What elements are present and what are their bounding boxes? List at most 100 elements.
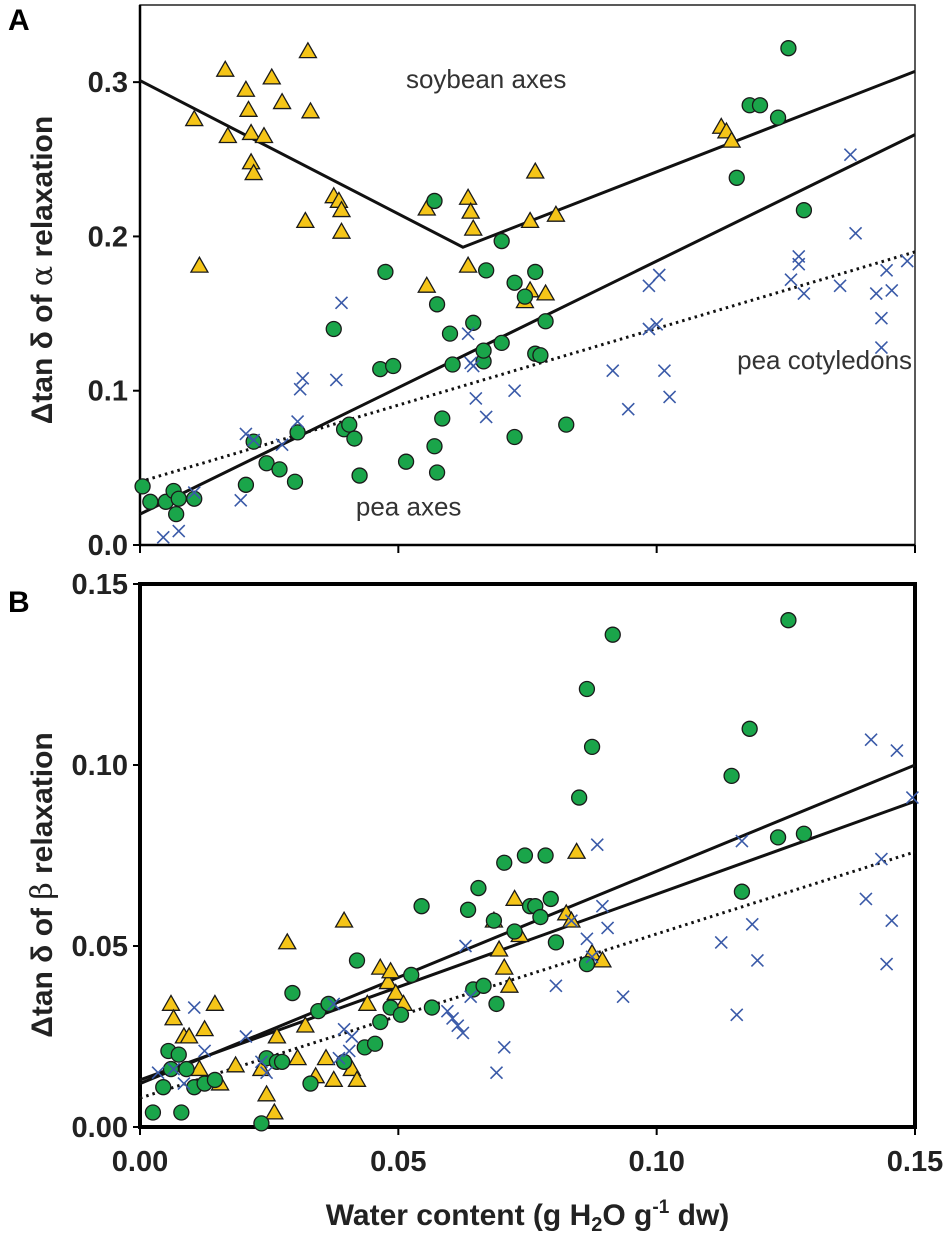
point-pea-cotyledons	[642, 322, 656, 336]
point-pea-axes	[527, 263, 544, 281]
point-pea-axes	[475, 342, 492, 359]
point-pea-axes	[271, 461, 288, 478]
point-pea-cotyledons	[885, 914, 899, 928]
point-soybean-axes	[520, 211, 540, 229]
point-soybean-axes	[370, 957, 390, 975]
point-soybean-axes	[287, 1048, 308, 1066]
point-soybean-axes	[189, 1059, 210, 1077]
point-pea-axes	[506, 428, 523, 446]
point-pea-axes	[493, 334, 510, 352]
point-pea-axes	[723, 767, 740, 785]
point-pea-axes	[488, 995, 505, 1013]
point-pea-cotyledons	[275, 438, 289, 452]
point-pea-cotyledons	[489, 1066, 504, 1080]
point-soybean-axes	[546, 205, 566, 222]
point-pea-axes	[428, 464, 446, 481]
point-pea-axes	[532, 347, 549, 364]
point-soybean-axes	[241, 123, 261, 141]
y-axis-label-prefix: Δtan δ of	[26, 286, 59, 424]
y-tick-label: 0.00	[72, 1112, 128, 1144]
point-soybean-axes	[262, 67, 282, 85]
point-pea-cotyledons	[650, 317, 664, 331]
point-pea-cotyledons	[327, 997, 341, 1011]
point-pea-axes	[289, 424, 306, 441]
y-tick-label: 0.15	[72, 569, 128, 601]
y-tick-label: 0.3	[88, 67, 128, 99]
point-pea-axes	[142, 493, 159, 510]
point-pea-axes	[506, 923, 523, 940]
point-pea-axes	[413, 898, 430, 915]
point-soybean-axes	[504, 889, 525, 906]
point-pea-cotyledons	[332, 1051, 346, 1065]
point-soybean-axes	[463, 218, 483, 236]
point-pea-axes	[478, 262, 495, 279]
point-pea-cotyledons	[784, 273, 798, 287]
point-pea-axes	[516, 288, 534, 305]
panel-b: 0.00 0.05 0.10 0.15 0.00 0.05 0.10 0.15 B Δtan δ …	[8, 569, 943, 1236]
point-pea-cotyledons	[585, 950, 599, 964]
x-axis-label-part: -1	[652, 1197, 669, 1218]
point-pea-axes	[547, 934, 565, 951]
point-soybean-axes	[378, 972, 398, 990]
point-pea-cotyledons	[616, 990, 630, 1004]
point-pea-axes	[465, 314, 482, 331]
y-axis-label-suffix: relaxation	[26, 732, 59, 882]
point-pea-axes	[780, 612, 797, 629]
point-soybean-axes	[331, 200, 352, 218]
point-soybean-axes	[347, 1070, 367, 1087]
point-soybean-axes	[380, 961, 401, 979]
point-pea-axes	[428, 296, 446, 313]
y-axis-label-greek: β	[25, 882, 60, 899]
point-pea-cotyledons	[621, 402, 635, 416]
point-pea-axes	[253, 1115, 270, 1132]
y-tick-label: 0.2	[88, 221, 128, 253]
point-soybean-axes	[256, 1084, 277, 1102]
point-pea-axes	[346, 430, 363, 447]
point-pea-cotyledons	[869, 286, 883, 301]
point-pea-axes	[537, 313, 554, 330]
y-axis-label-greek: α	[25, 266, 60, 286]
point-pea-cotyledons	[652, 268, 666, 282]
point-pea-cotyledons	[663, 390, 677, 404]
panel-a: 0.0 0.1 0.2 0.3 A Δtan δ of α relaxation soybe…	[8, 4, 916, 562]
point-soybean-axes	[236, 80, 256, 97]
point-pea-axes	[441, 325, 459, 342]
point-soybean-axes	[458, 255, 478, 273]
point-pea-cotyledons	[177, 1076, 191, 1091]
point-pea-cotyledons	[198, 1044, 212, 1058]
point-soybean-axes	[205, 994, 225, 1011]
point-pea-axes	[372, 1013, 389, 1031]
point-pea-cotyledons	[446, 1011, 460, 1025]
point-pea-cotyledons	[750, 953, 764, 968]
point-pea-axes	[444, 356, 461, 373]
panel-label: B	[8, 586, 30, 619]
point-pea-cotyledons	[508, 384, 522, 398]
point-pea-cotyledons	[714, 935, 728, 949]
point-pea-cotyledons	[874, 311, 888, 325]
point-pea-axes	[392, 1006, 410, 1023]
x-axis-label-part: Water content (g H	[326, 1199, 592, 1232]
point-soybean-axes	[721, 130, 742, 148]
y-axis-label-prefix: Δtan δ of	[26, 900, 59, 1038]
point-soybean-axes	[331, 221, 352, 239]
point-pea-cotyledons	[461, 327, 475, 341]
point-pea-cotyledons	[730, 1008, 744, 1022]
point-soybean-axes	[489, 939, 509, 957]
point-soybean-axes	[592, 950, 613, 968]
point-pea-axes	[320, 995, 337, 1013]
point-soybean-axes	[163, 1008, 184, 1026]
point-pea-axes	[741, 720, 758, 737]
point-soybean-axes	[499, 976, 520, 993]
point-pea-axes	[485, 912, 503, 929]
point-pea-cotyledons	[890, 743, 904, 758]
point-pea-axes	[351, 467, 368, 484]
point-pea-cotyledons	[187, 485, 201, 500]
y-axis-label: Δtan δ of α relaxation	[25, 116, 60, 424]
point-pea-cotyledons	[451, 1019, 465, 1033]
point-pea-cotyledons	[469, 391, 483, 405]
point-soybean-axes	[179, 1026, 199, 1044]
point-soybean-axes	[458, 188, 478, 205]
point-pea-axes	[434, 410, 451, 427]
point-pea-cotyledons	[187, 1000, 201, 1015]
point-pea-cotyledons	[590, 838, 604, 852]
